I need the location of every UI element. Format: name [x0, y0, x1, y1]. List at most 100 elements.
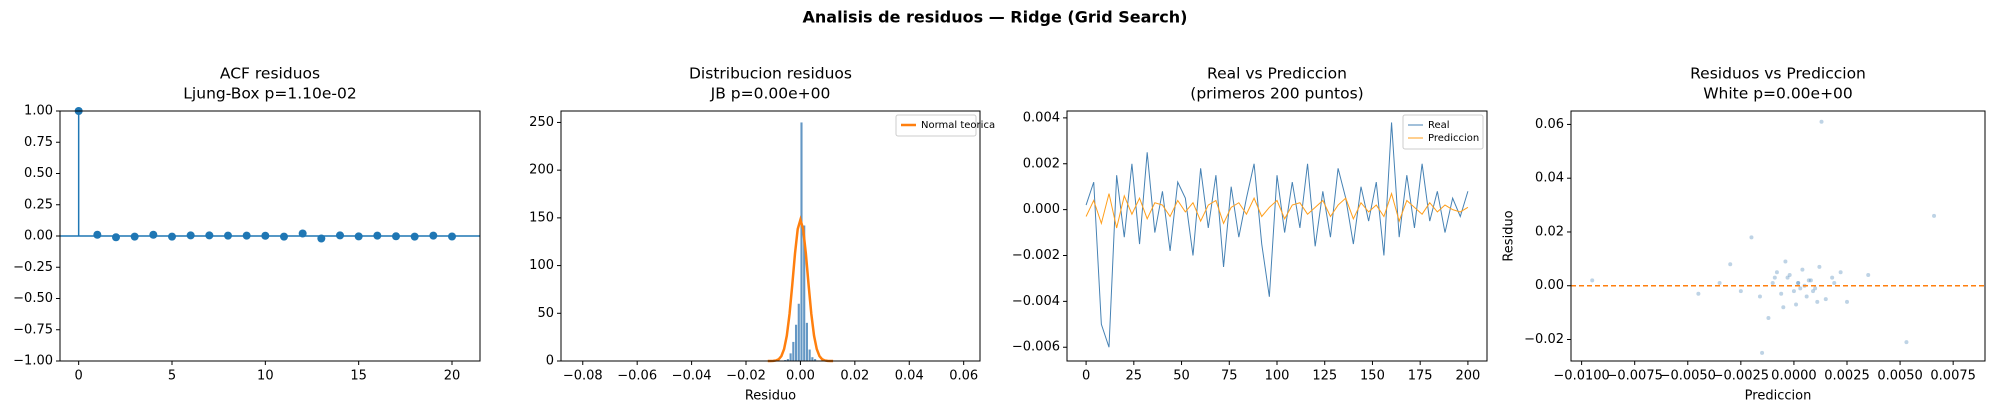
y-tick-label: 0: [546, 354, 554, 369]
scatter-point: [1590, 278, 1595, 283]
hist-bar: [792, 341, 795, 361]
y-tick-label: −0.004: [1012, 294, 1060, 309]
panel-title: Residuos vs Prediccion: [1690, 65, 1866, 83]
scatter-point: [1749, 235, 1754, 240]
x-tick-label: −0.0100: [1553, 369, 1609, 384]
scatter-point: [1830, 275, 1835, 280]
scatter-point: [1760, 350, 1765, 355]
scatter-point: [1804, 294, 1809, 299]
axes-frame: [560, 110, 981, 362]
x-tick-label: 50: [1173, 369, 1190, 384]
scatter-point: [1811, 289, 1816, 294]
hist-bar: [797, 303, 800, 361]
legend-box: [895, 114, 977, 137]
scatter-point: [1832, 281, 1837, 286]
y-tick-label: 0.000: [1023, 202, 1060, 217]
hist-bar: [800, 122, 803, 361]
x-tick-label: 0.0050: [1877, 369, 1923, 384]
x-tick-label: 0.06: [949, 369, 978, 384]
y-tick-label: −0.02: [1524, 332, 1564, 347]
x-tick-label: 25: [1126, 369, 1143, 384]
scatter-point: [1815, 299, 1820, 304]
scatter-point: [1787, 272, 1792, 277]
x-tick-label: 200: [1455, 369, 1480, 384]
scatter-point: [1806, 278, 1811, 283]
y-tick-label: −1.00: [13, 354, 53, 369]
x-tick-label: 0.0000: [1771, 369, 1817, 384]
panel-subtitle: (primeros 200 puntos): [1190, 85, 1363, 103]
scatter-point: [1785, 275, 1790, 280]
y-tick-label: 0.25: [24, 197, 53, 212]
hist-bar: [789, 353, 792, 361]
y-tick-label: −0.006: [1012, 340, 1060, 355]
y-tick-label: 0.004: [1023, 110, 1060, 125]
y-tick-label: 0.50: [24, 166, 53, 181]
scatter-point: [1798, 286, 1803, 291]
panel-subtitle: JB p=0.00e+00: [710, 85, 831, 103]
scatter-point: [1904, 340, 1909, 345]
x-tick-label: −0.0050: [1660, 369, 1716, 384]
hist-bar: [805, 322, 808, 361]
axes-frame: [1570, 110, 1986, 362]
panel-subtitle: Ljung-Box p=1.10e-02: [183, 85, 356, 103]
y-tick-label: 100: [529, 258, 554, 273]
x-axis-label: Residuo: [745, 389, 796, 404]
x-tick-label: −0.06: [617, 369, 657, 384]
x-tick-label: 0.0075: [1930, 369, 1976, 384]
y-tick-label: −0.25: [13, 260, 53, 275]
normal-curve: [767, 215, 834, 363]
x-tick-label: 0.0025: [1824, 369, 1870, 384]
suptitle: Analisis de residuos — Ridge (Grid Searc…: [803, 8, 1188, 27]
y-tick-label: 0.00: [1535, 278, 1564, 293]
y-tick-label: 0.00: [24, 229, 53, 244]
x-tick-label: 0.04: [895, 369, 924, 384]
scatter-point: [1932, 213, 1937, 218]
scatter-point: [1800, 267, 1805, 272]
y-tick-label: 0.75: [24, 135, 53, 150]
x-tick-label: −0.0025: [1713, 369, 1769, 384]
panel-subtitle: White p=0.00e+00: [1703, 85, 1853, 103]
scatter-point: [1823, 297, 1828, 302]
y-tick-label: 0.04: [1535, 171, 1564, 186]
x-tick-label: −0.0075: [1606, 369, 1662, 384]
x-tick-label: 100: [1265, 369, 1290, 384]
panel-title: Real vs Prediccion: [1207, 65, 1347, 83]
hist-bar: [811, 357, 814, 361]
legend-label: Real: [1428, 120, 1450, 131]
x-tick-label: −0.02: [726, 369, 766, 384]
y-tick-label: 0.002: [1023, 156, 1060, 171]
scatter-point: [1728, 262, 1733, 267]
y-tick-label: 150: [529, 210, 554, 225]
scatter-point: [1779, 291, 1784, 296]
series-line: [1085, 122, 1469, 348]
scatter-point: [1838, 270, 1843, 275]
axes-frame: [59, 110, 481, 362]
scatter-point: [1772, 275, 1777, 280]
scatter-point: [1766, 315, 1771, 320]
legend-label: Normal teorica: [921, 120, 995, 131]
hist-bar: [786, 359, 789, 361]
x-tick-label: 175: [1408, 369, 1433, 384]
scatter-point: [1783, 259, 1788, 264]
y-tick-label: 0.02: [1535, 224, 1564, 239]
hist-bar: [794, 324, 798, 361]
scatter-point: [1781, 305, 1786, 310]
hist-bar: [808, 349, 811, 361]
stem-marker: [149, 230, 158, 239]
y-tick-label: 250: [529, 115, 554, 130]
scatter-point: [1808, 278, 1813, 283]
x-tick-label: 5: [168, 369, 176, 384]
scatter-point: [1819, 119, 1824, 124]
hist-bar: [814, 359, 817, 361]
x-tick-label: 0.02: [840, 369, 869, 384]
scatter-point: [1717, 281, 1722, 286]
scatter-point: [1794, 302, 1799, 307]
x-tick-label: 0: [75, 369, 83, 384]
scatter-point: [1796, 281, 1801, 286]
y-tick-label: 0.06: [1535, 117, 1564, 132]
legend-label: Prediccion: [1428, 133, 1479, 144]
y-tick-label: 200: [529, 163, 554, 178]
x-tick-label: 0.00: [786, 369, 815, 384]
x-tick-label: −0.04: [672, 369, 712, 384]
